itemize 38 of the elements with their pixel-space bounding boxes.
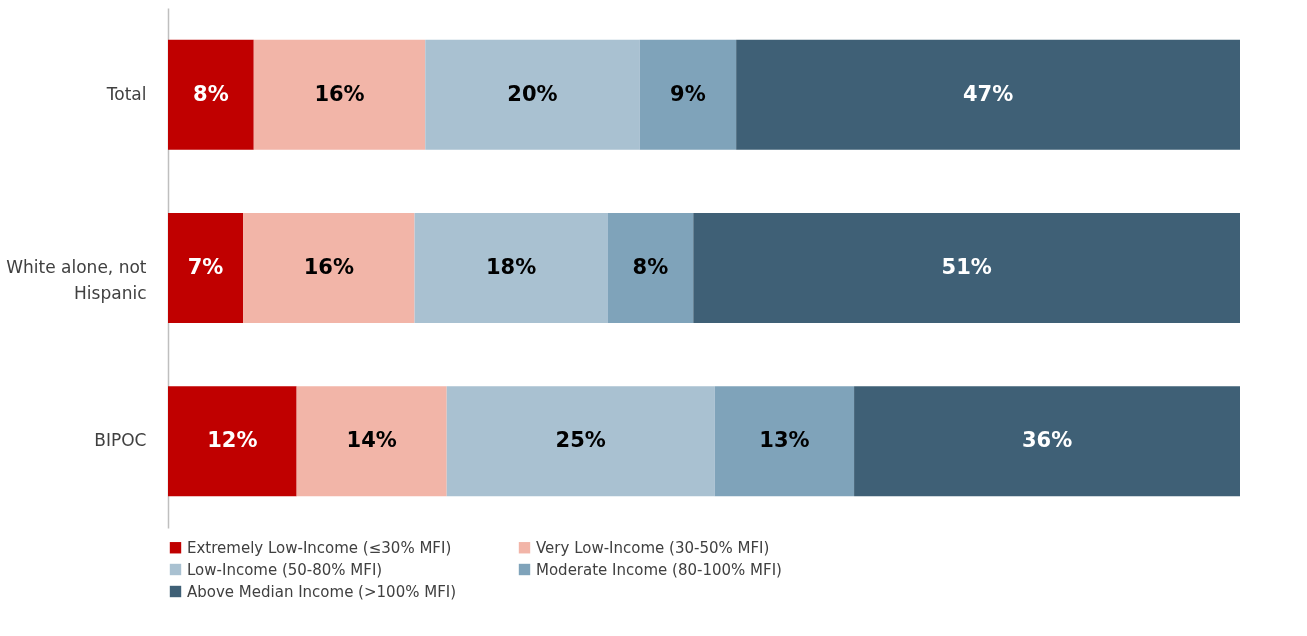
data-label: 8% <box>193 81 229 106</box>
legend-label: Moderate Income (80-100% MFI) <box>536 560 782 579</box>
y-tick-label: Total <box>105 83 147 104</box>
data-label: 16% <box>314 81 365 106</box>
bar <box>639 39 737 150</box>
y-tick-label: White alone, not Hispanic <box>6 257 147 303</box>
data-label: 25% <box>555 428 606 453</box>
legend-label: Extremely Low-Income (≤30% MFI) <box>187 538 452 557</box>
bar <box>714 386 855 497</box>
bar <box>296 386 447 497</box>
data-label: 47% <box>962 81 1014 106</box>
data-label: 36% <box>1021 428 1073 453</box>
bar <box>446 386 715 497</box>
data-label: 51% <box>941 255 992 279</box>
bar <box>607 213 694 323</box>
legend-label: Above Median Income (>100% MFI) <box>187 582 457 601</box>
data-label: 14% <box>346 428 397 453</box>
bar <box>425 39 640 150</box>
data-label: 16% <box>303 255 354 279</box>
data-label: 8% <box>632 255 669 279</box>
bar <box>253 39 426 150</box>
bar <box>736 39 1240 150</box>
bar <box>693 213 1240 323</box>
legend-label: Very Low-Income (30-50% MFI) <box>536 538 770 557</box>
data-label: 7% <box>187 255 224 279</box>
data-label: 13% <box>759 428 810 453</box>
y-tick-label: BIPOC <box>94 430 147 451</box>
data-label: 12% <box>207 428 258 453</box>
bar <box>168 39 254 150</box>
bar <box>243 213 415 323</box>
bar <box>854 386 1240 497</box>
legend-label: Low-Income (50-80% MFI) <box>187 560 383 579</box>
bar <box>168 386 297 497</box>
data-label: 18% <box>485 255 537 279</box>
data-label: 9% <box>670 81 706 106</box>
bar <box>168 213 244 323</box>
bar <box>414 213 608 323</box>
data-label: 20% <box>507 81 558 106</box>
